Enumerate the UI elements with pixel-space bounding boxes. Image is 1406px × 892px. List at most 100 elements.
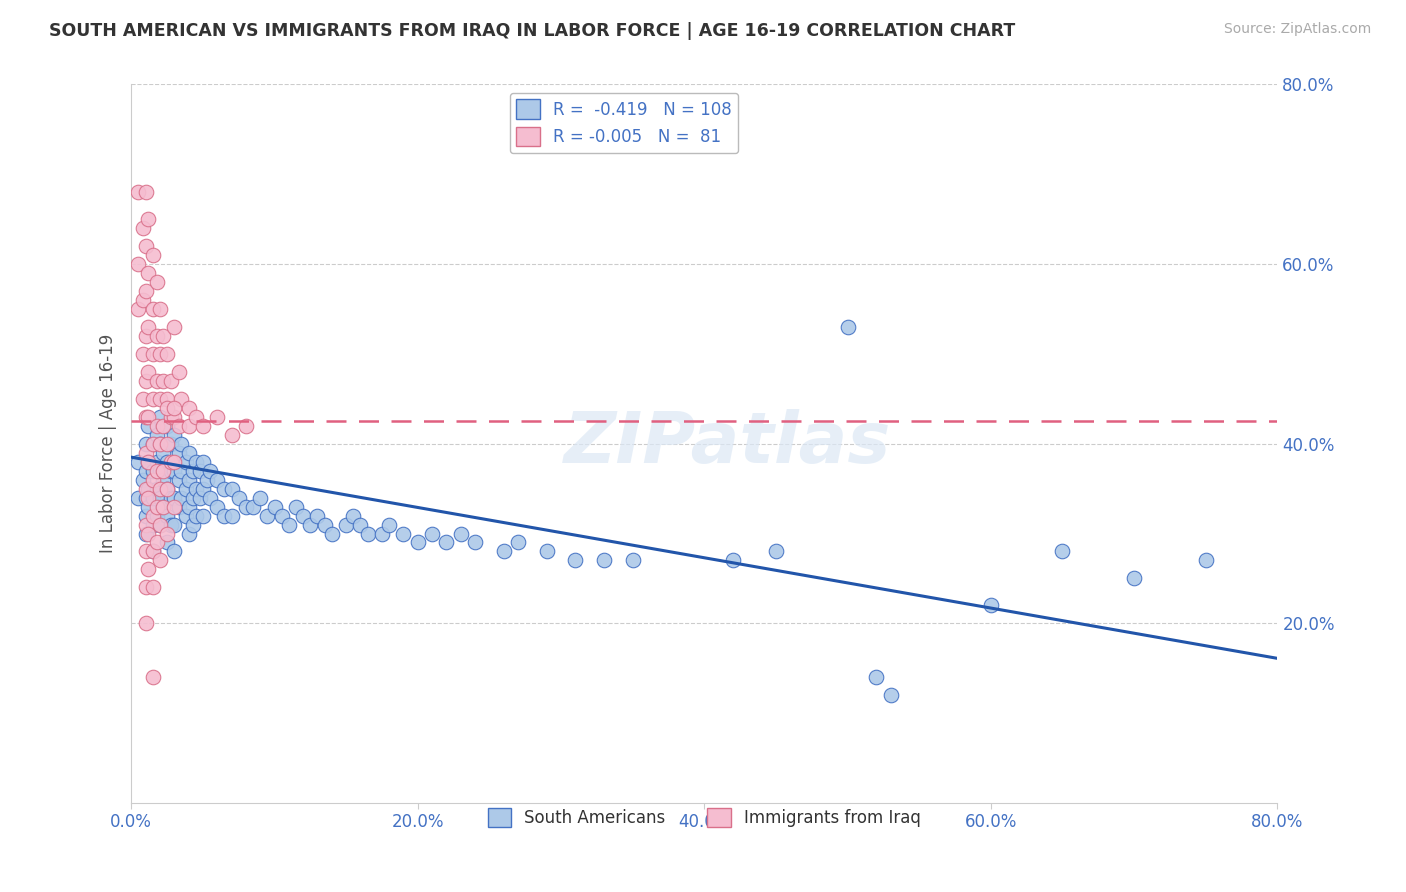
Point (149, 517, 172, 532)
Point (191, 508, 214, 523)
Point (464, 535, 486, 549)
Point (167, 365, 190, 379)
Point (138, 455, 160, 469)
Point (865, 670, 887, 684)
Point (156, 401, 179, 415)
Point (146, 482, 169, 496)
Point (177, 526, 200, 541)
Point (214, 508, 236, 523)
Point (142, 508, 165, 523)
Point (228, 491, 250, 505)
Point (160, 374, 183, 388)
Point (127, 301, 149, 316)
Point (152, 445, 174, 459)
Point (242, 500, 264, 514)
Point (270, 508, 292, 523)
Point (149, 482, 172, 496)
Point (135, 409, 157, 424)
Point (1123, 571, 1146, 585)
Point (135, 464, 157, 478)
Point (167, 445, 190, 459)
Point (160, 436, 183, 450)
Point (177, 500, 200, 514)
Point (156, 392, 179, 406)
Point (146, 418, 169, 433)
Point (356, 526, 378, 541)
Point (149, 464, 172, 478)
Point (127, 455, 149, 469)
Point (621, 553, 644, 567)
Point (163, 500, 186, 514)
Point (127, 491, 149, 505)
Point (146, 374, 169, 388)
Point (149, 347, 172, 361)
Point (127, 257, 149, 271)
Point (177, 418, 200, 433)
Point (564, 553, 586, 567)
Point (132, 293, 155, 307)
Point (174, 482, 197, 496)
Point (163, 455, 186, 469)
Point (837, 320, 859, 334)
Point (149, 517, 172, 532)
Point (195, 473, 218, 487)
Point (221, 482, 243, 496)
Point (980, 599, 1002, 613)
Point (149, 301, 172, 316)
Point (256, 508, 278, 523)
Point (156, 482, 179, 496)
Point (149, 436, 172, 450)
Point (156, 455, 179, 469)
Point (138, 562, 160, 576)
Point (135, 329, 157, 343)
Point (138, 482, 160, 496)
Point (146, 275, 169, 289)
Point (191, 418, 214, 433)
Point (181, 464, 204, 478)
Point (188, 464, 211, 478)
Point (420, 526, 443, 541)
Point (146, 455, 169, 469)
Point (1195, 553, 1218, 567)
Point (593, 553, 616, 567)
Point (177, 445, 200, 459)
Point (163, 401, 186, 415)
Point (142, 473, 165, 487)
Point (152, 473, 174, 487)
Point (142, 301, 165, 316)
Point (174, 508, 197, 523)
Point (149, 392, 172, 406)
Point (135, 436, 157, 450)
Text: Source: ZipAtlas.com: Source: ZipAtlas.com (1223, 22, 1371, 37)
Point (156, 508, 179, 523)
Point (221, 508, 243, 523)
Point (142, 436, 165, 450)
Point (135, 526, 157, 541)
Point (307, 508, 329, 523)
Point (163, 409, 186, 424)
Point (392, 526, 415, 541)
Point (205, 409, 228, 424)
Point (765, 544, 787, 558)
Point (184, 482, 207, 496)
Point (406, 535, 429, 549)
Point (221, 427, 243, 442)
Point (436, 535, 458, 549)
Point (138, 500, 160, 514)
Point (146, 535, 169, 549)
Point (138, 526, 160, 541)
Point (127, 185, 149, 199)
Point (156, 347, 179, 361)
Point (160, 409, 183, 424)
Point (198, 491, 221, 505)
Point (170, 464, 193, 478)
Point (156, 535, 179, 549)
Point (135, 185, 157, 199)
Point (138, 418, 160, 433)
Point (152, 329, 174, 343)
Point (146, 500, 169, 514)
Point (342, 508, 364, 523)
Point (142, 544, 165, 558)
Point (138, 491, 160, 505)
Point (181, 517, 204, 532)
